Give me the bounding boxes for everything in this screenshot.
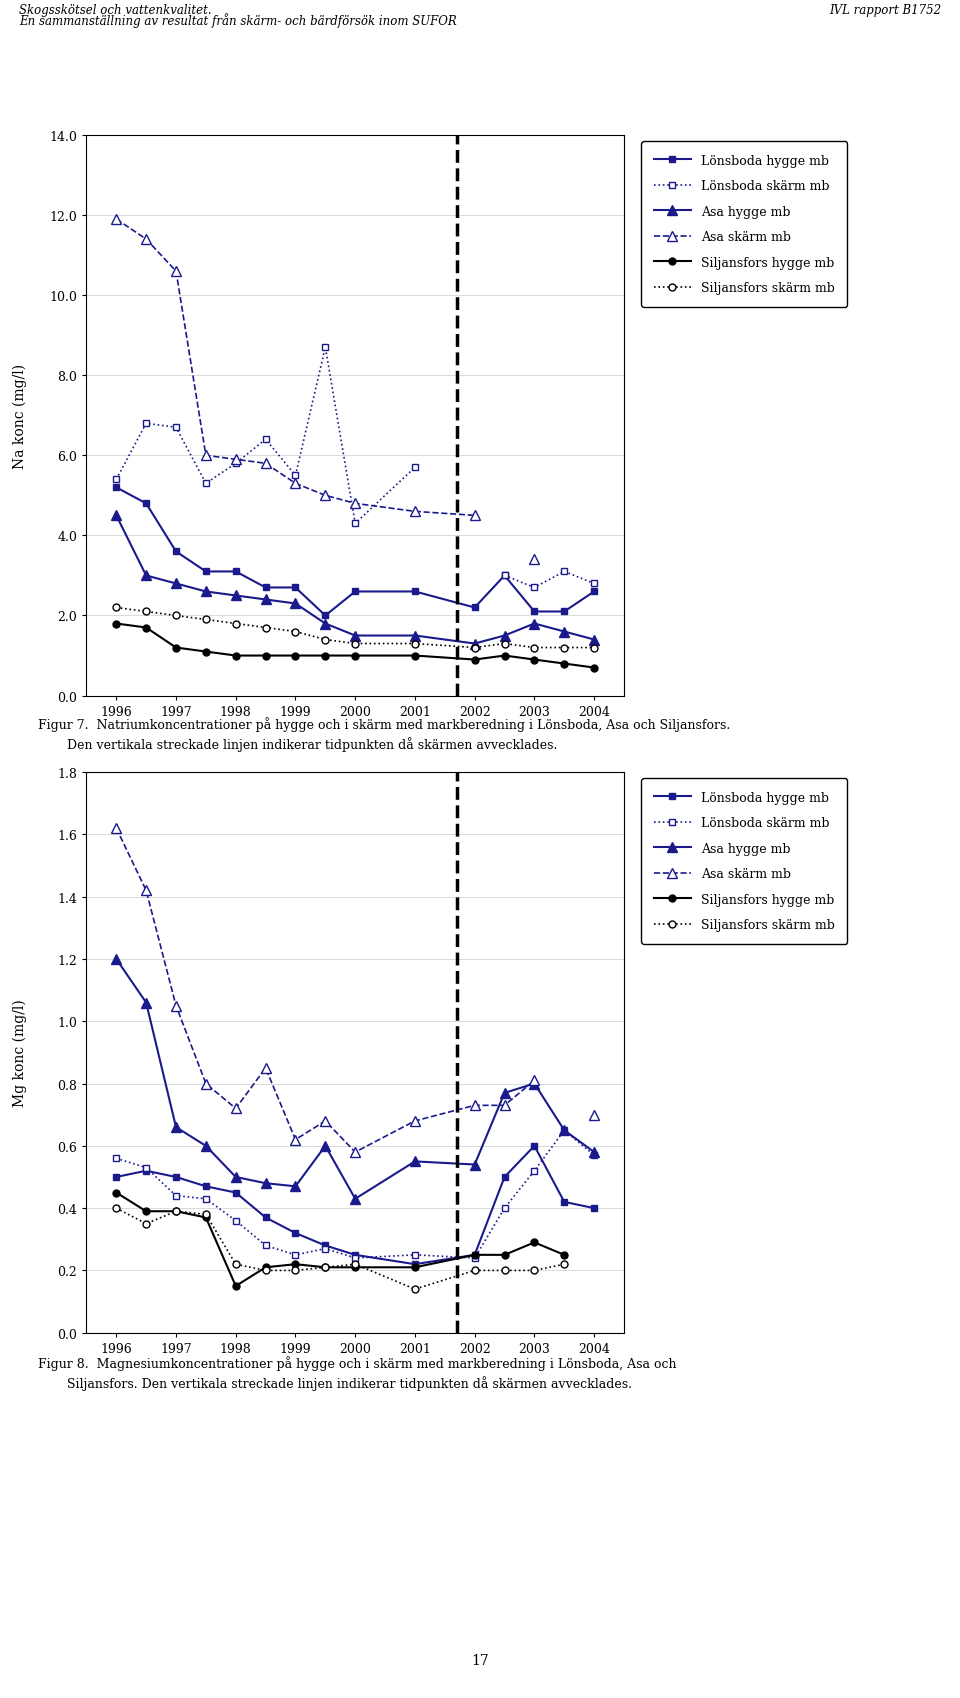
Text: En sammanställning av resultat från skärm- och bärdförsök inom SUFOR: En sammanställning av resultat från skär…	[19, 14, 457, 29]
Text: 17: 17	[471, 1654, 489, 1667]
Text: Skogsskötsel och vattenkvalitet.: Skogsskötsel och vattenkvalitet.	[19, 3, 212, 17]
Text: Figur 8.  Magnesiumkoncentrationer på hygge och i skärm med markberedning i Löns: Figur 8. Magnesiumkoncentrationer på hyg…	[38, 1355, 677, 1370]
Text: IVL rapport B1752: IVL rapport B1752	[828, 3, 941, 17]
Legend: Lönsboda hygge mb, Lönsboda skärm mb, Asa hygge mb, Asa skärm mb, Siljansfors hy: Lönsboda hygge mb, Lönsboda skärm mb, As…	[641, 143, 848, 307]
Text: Siljansfors. Den vertikala streckade linjen indikerar tidpunkten då skärmen avve: Siljansfors. Den vertikala streckade lin…	[67, 1375, 633, 1391]
Y-axis label: Mg konc (mg/l): Mg konc (mg/l)	[12, 998, 27, 1107]
Legend: Lönsboda hygge mb, Lönsboda skärm mb, Asa hygge mb, Asa skärm mb, Siljansfors hy: Lönsboda hygge mb, Lönsboda skärm mb, As…	[641, 779, 848, 944]
Y-axis label: Na konc (mg/l): Na konc (mg/l)	[12, 363, 27, 469]
Text: Figur 7.  Natriumkoncentrationer på hygge och i skärm med markberedning i Lönsbo: Figur 7. Natriumkoncentrationer på hygge…	[38, 717, 731, 732]
Text: Den vertikala streckade linjen indikerar tidpunkten då skärmen avvecklades.: Den vertikala streckade linjen indikerar…	[67, 737, 558, 752]
